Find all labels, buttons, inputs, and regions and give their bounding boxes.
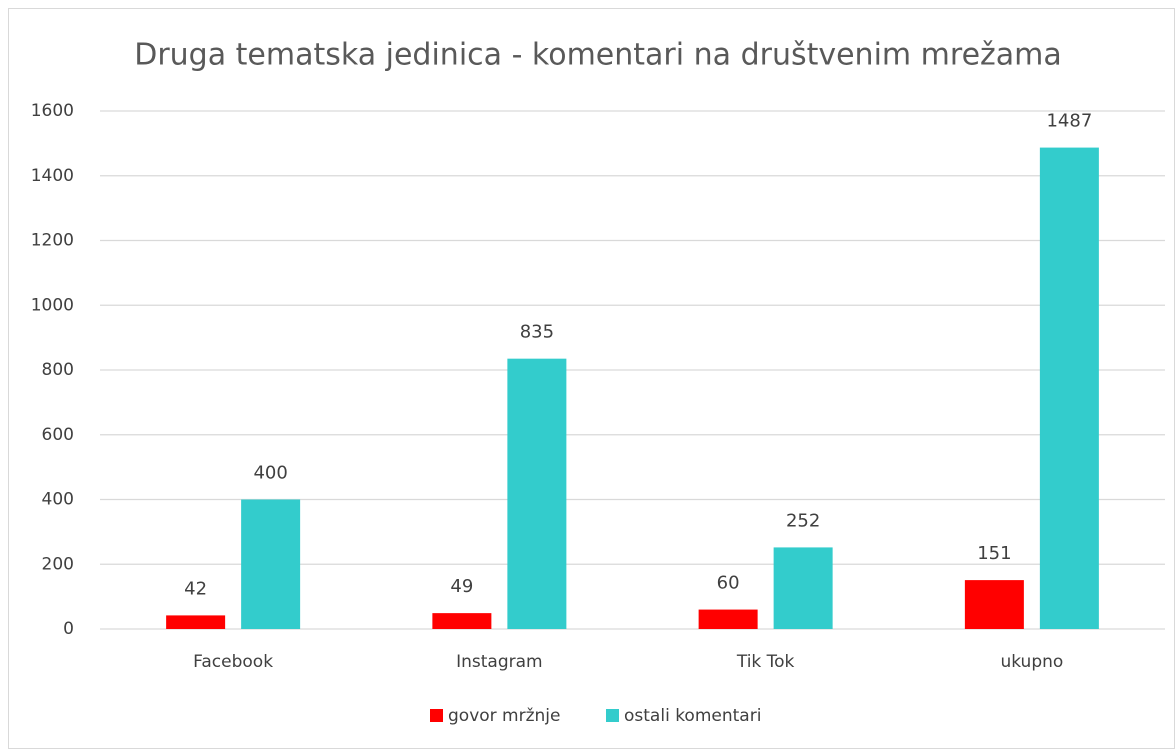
data-label: 60: [717, 573, 740, 594]
bar: [1039, 147, 1099, 630]
data-label: 49: [450, 576, 473, 597]
y-tick-label: 400: [42, 490, 74, 510]
data-label: 1487: [1046, 111, 1092, 132]
bar: [241, 499, 301, 629]
bar: [964, 580, 1024, 629]
y-tick-label: 200: [42, 554, 74, 574]
y-tick-label: 1000: [31, 295, 74, 315]
y-tick-label: 800: [42, 360, 74, 380]
bar: [507, 358, 567, 629]
y-tick-label: 1400: [31, 166, 74, 186]
legend-swatch: [430, 709, 443, 722]
bar: [773, 547, 833, 629]
data-label: 151: [977, 543, 1011, 564]
legend-label: govor mržnje: [448, 706, 560, 726]
bar: [166, 615, 226, 629]
x-tick-label: Facebook: [193, 652, 273, 672]
chart-frame: [8, 8, 1175, 749]
y-tick-label: 600: [42, 425, 74, 445]
data-label: 42: [184, 578, 207, 599]
y-tick-label: 0: [63, 619, 74, 639]
x-tick-label: ukupno: [1000, 652, 1063, 672]
legend-label: ostali komentari: [624, 706, 761, 726]
data-label: 835: [520, 322, 554, 343]
data-label: 252: [786, 510, 820, 531]
bar: [432, 613, 492, 629]
legend-swatch: [606, 709, 619, 722]
x-tick-label: Tik Tok: [736, 652, 795, 672]
x-tick-label: Instagram: [456, 652, 543, 672]
bar: [698, 609, 758, 629]
chart-title: Druga tematska jedinica - komentari na d…: [134, 38, 1062, 73]
data-label: 400: [253, 463, 287, 484]
y-tick-label: 1200: [31, 231, 74, 251]
y-tick-label: 1600: [31, 101, 74, 121]
